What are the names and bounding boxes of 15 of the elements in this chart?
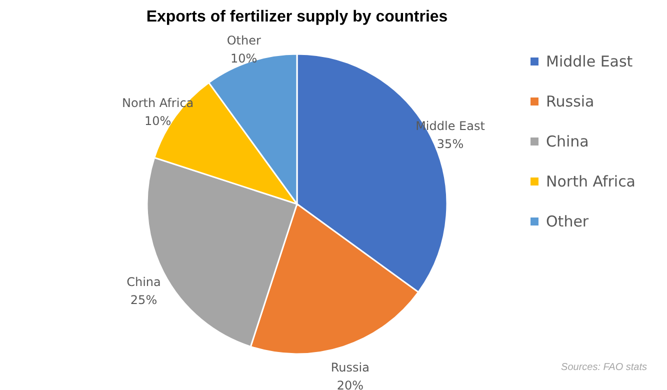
legend-label: Middle East <box>546 52 633 70</box>
data-label: 10% <box>230 51 258 66</box>
data-label: 35% <box>436 136 464 151</box>
legend-label: North Africa <box>546 172 636 190</box>
source-note: Sources: FAO stats <box>561 362 647 373</box>
legend-label: China <box>546 132 589 150</box>
legend-label: Russia <box>546 92 594 110</box>
data-label: 25% <box>130 293 158 308</box>
data-label: 20% <box>336 378 364 390</box>
slice-label: China <box>126 275 161 290</box>
data-label: 10% <box>144 114 172 128</box>
slice-label: Other <box>226 33 261 48</box>
legend-label: Other <box>546 212 590 230</box>
slice-label: Russia <box>330 360 370 375</box>
chart-title: Exports of fertilizer supply by countries <box>146 8 448 26</box>
